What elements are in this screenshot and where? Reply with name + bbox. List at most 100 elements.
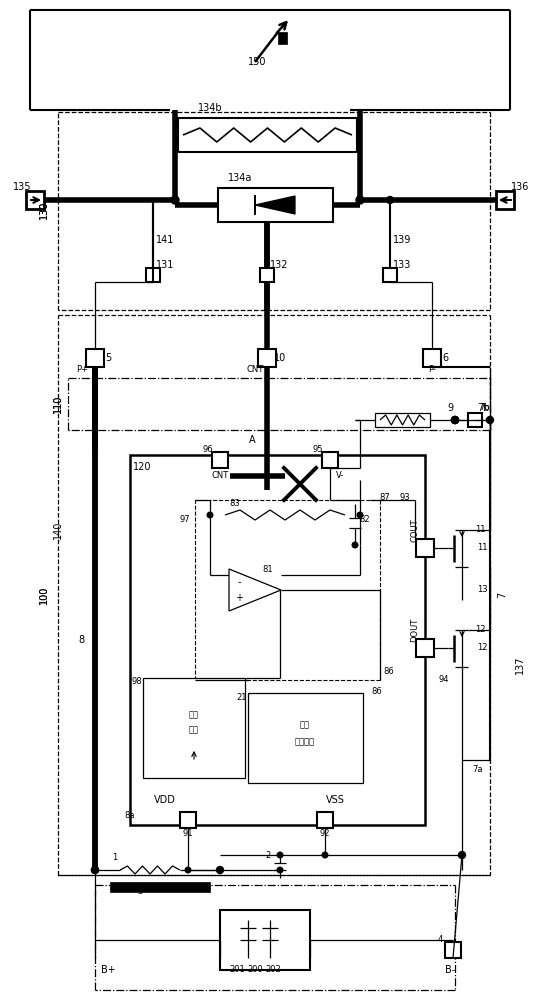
Bar [416, 639, 434, 657]
Text: 86: 86 [372, 688, 382, 696]
Text: 21: 21 [236, 692, 247, 702]
Text: VDD: VDD [154, 795, 176, 805]
Bar [278, 32, 287, 44]
Bar [416, 539, 434, 557]
Text: 130: 130 [39, 201, 49, 219]
Text: 96: 96 [202, 446, 213, 454]
Text: -: - [237, 577, 241, 587]
Text: P+: P+ [76, 365, 88, 374]
Text: 137: 137 [515, 656, 525, 674]
Bar [220, 910, 310, 970]
Text: 1: 1 [112, 854, 118, 862]
Text: 130: 130 [39, 201, 49, 219]
Text: 8a: 8a [125, 810, 135, 820]
Text: 9: 9 [447, 403, 453, 413]
Text: 81: 81 [263, 566, 273, 574]
Bar [110, 882, 210, 892]
Text: 120: 120 [133, 462, 151, 472]
Text: 4: 4 [437, 936, 442, 944]
Bar [178, 118, 357, 152]
Text: B-: B- [445, 965, 455, 975]
Circle shape [487, 416, 494, 424]
Text: 200: 200 [247, 966, 263, 974]
Text: 150: 150 [248, 57, 266, 67]
Bar [260, 268, 274, 282]
Bar [317, 812, 333, 828]
Text: 83: 83 [230, 499, 241, 508]
Circle shape [91, 866, 98, 874]
Text: 110: 110 [53, 395, 63, 413]
Text: 检测电路: 检测电路 [295, 738, 315, 746]
Text: 136: 136 [511, 182, 529, 192]
Bar [383, 268, 397, 282]
Text: 7a: 7a [473, 766, 483, 774]
Bar [445, 942, 461, 958]
Text: 82: 82 [360, 516, 371, 524]
Text: 11: 11 [475, 526, 485, 534]
Text: 11: 11 [477, 544, 488, 552]
Bar [143, 678, 245, 778]
Text: 97: 97 [179, 516, 190, 524]
Bar [146, 268, 160, 282]
Circle shape [91, 866, 98, 874]
Circle shape [216, 866, 223, 874]
Circle shape [322, 852, 328, 858]
Circle shape [171, 196, 179, 204]
Text: P-: P- [428, 365, 436, 374]
Text: 13: 13 [477, 585, 488, 594]
Circle shape [452, 416, 459, 424]
Text: 7b: 7b [477, 403, 489, 413]
Text: 131: 131 [156, 260, 174, 270]
Text: 92: 92 [320, 830, 330, 838]
Text: +: + [235, 593, 243, 603]
Bar [86, 349, 104, 367]
Text: 7: 7 [497, 592, 507, 598]
Circle shape [357, 512, 363, 518]
Bar [468, 413, 482, 427]
Text: DOUT: DOUT [410, 618, 419, 642]
Text: 100: 100 [39, 586, 49, 604]
Text: 133: 133 [393, 260, 411, 270]
Text: 6: 6 [442, 353, 448, 363]
Text: 电路: 电路 [189, 726, 199, 734]
Bar [130, 455, 425, 825]
Text: A: A [249, 435, 255, 445]
Text: 201: 201 [229, 966, 245, 974]
Text: 12: 12 [475, 626, 485, 635]
Text: V-: V- [336, 472, 344, 481]
Circle shape [207, 512, 213, 518]
Text: CNT: CNT [212, 472, 229, 481]
Text: 110: 110 [53, 395, 63, 413]
Text: 3: 3 [137, 888, 143, 896]
Text: 控制: 控制 [189, 710, 199, 720]
Text: 94: 94 [439, 676, 449, 684]
Text: 100: 100 [39, 586, 49, 604]
Text: 141: 141 [156, 235, 174, 245]
Text: 139: 139 [393, 235, 411, 245]
Text: COUT: COUT [410, 518, 419, 542]
Text: 异常: 异常 [300, 720, 310, 730]
Bar [375, 413, 430, 427]
Bar [180, 812, 196, 828]
Bar [258, 349, 276, 367]
Circle shape [452, 416, 459, 424]
Text: 132: 132 [270, 260, 288, 270]
Text: 98: 98 [132, 678, 142, 686]
Circle shape [352, 542, 358, 548]
Text: 87: 87 [380, 493, 390, 502]
Text: CNT: CNT [246, 365, 264, 374]
Text: 135: 135 [13, 182, 31, 192]
Text: 10: 10 [274, 353, 286, 363]
Circle shape [459, 852, 466, 858]
Circle shape [185, 867, 191, 873]
Text: 93: 93 [400, 493, 410, 502]
Circle shape [452, 416, 459, 424]
Text: 7b: 7b [480, 403, 490, 412]
Text: 202: 202 [265, 966, 281, 974]
Text: 12: 12 [477, 644, 488, 652]
Bar [248, 693, 363, 783]
Text: VSS: VSS [325, 795, 344, 805]
Text: 95: 95 [313, 446, 323, 454]
Bar [212, 452, 228, 468]
Text: 5: 5 [105, 353, 111, 363]
